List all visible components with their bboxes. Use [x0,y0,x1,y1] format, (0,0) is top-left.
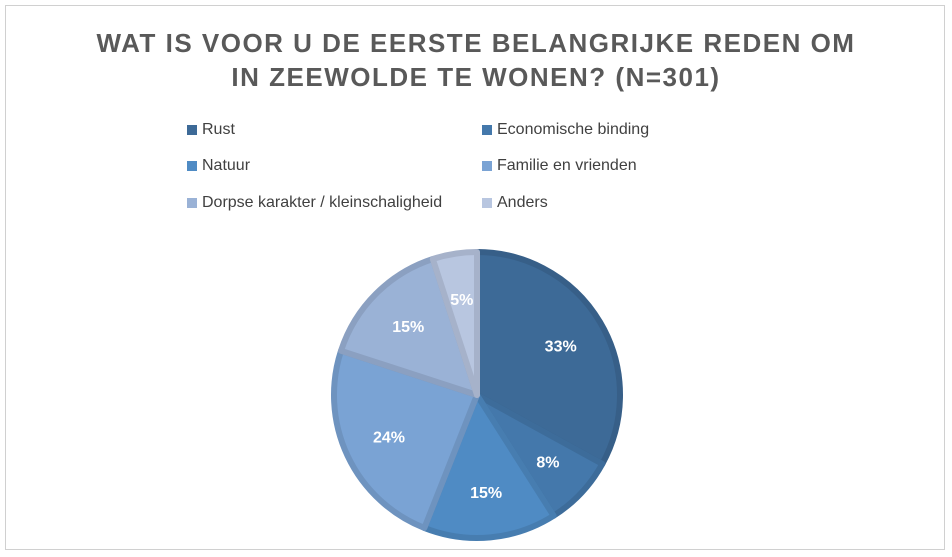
pie-slice [429,249,480,398]
slice-data-label: 8% [536,455,559,472]
slice-data-label: 33% [545,339,577,356]
legend-item: Economische binding [482,120,649,140]
slice-data-label: 15% [392,319,424,336]
legend-label: Familie en vrienden [497,157,637,174]
legend-label: Dorpse karakter / kleinschaligheid [202,194,443,211]
slice-data-label: 15% [470,485,502,502]
legend-swatch [187,198,197,208]
legend-item: Familie en vrienden [482,156,637,176]
legend-item: Dorpse karakter / kleinschaligheid [187,193,442,213]
legend-swatch [482,198,492,208]
legend-label: Economische binding [497,121,650,138]
legend-item: Rust [187,120,235,140]
slice-data-label: 5% [450,292,473,309]
legend-label: Rust [202,121,235,138]
chart-frame [5,5,945,550]
legend-label: Natuur [202,157,251,174]
chart-title-line-2: IN ZEEWOLDE TE WONEN? (N=301) [231,62,721,92]
legend-swatch [482,125,492,135]
pie-slice [331,347,480,531]
legend-item: Anders [482,193,548,213]
legend-label: Anders [497,194,548,211]
pie-slice [474,249,623,467]
legend-swatch [482,161,492,171]
legend-item: Natuur [187,156,250,176]
legend-swatch [187,161,197,171]
legend-swatch [187,125,197,135]
pie-slice [421,392,557,541]
chart-title-line-1: WAT IS VOOR U DE EERSTE BELANGRIJKE REDE… [96,28,856,58]
slice-data-label: 24% [373,429,405,446]
